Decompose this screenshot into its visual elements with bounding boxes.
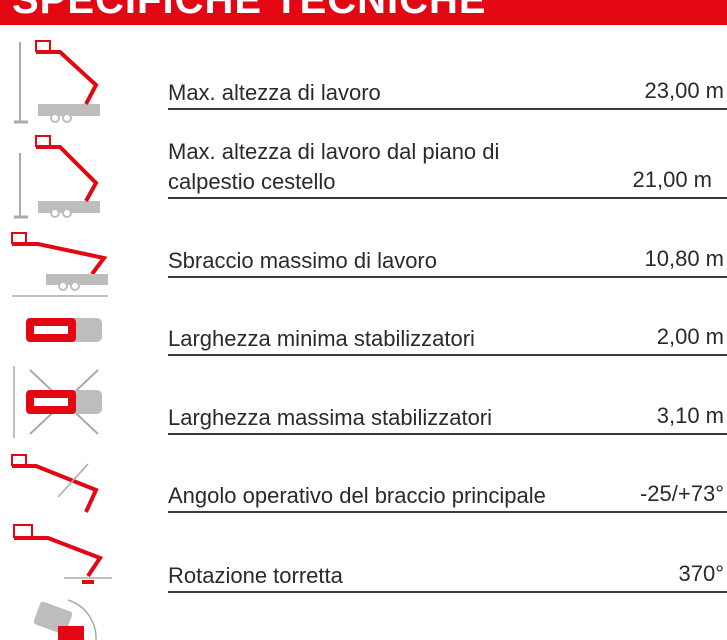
spec-value: 370° <box>678 561 724 586</box>
rotation-icon <box>33 599 97 640</box>
spec-value: 23,00 m <box>644 78 725 103</box>
spec-label: Max. altezza di lavoro <box>168 80 381 105</box>
spec-row-max-outrigger-width: Larghezza massima stabilizzatori 3,10 m <box>168 403 727 435</box>
spec-label: Rotazione torretta <box>168 563 343 588</box>
spec-row-turret-rotation: Rotazione torretta 370° <box>168 561 727 593</box>
spec-label: Angolo operativo del braccio principale <box>168 483 546 508</box>
min-outrigger-icon <box>26 318 102 342</box>
spec-value: 3,10 m <box>656 403 724 428</box>
spec-row-max-outreach: Sbraccio massimo di lavoro 10,80 m <box>168 246 727 278</box>
height-lift-icon <box>14 40 100 124</box>
max-outrigger-icon <box>13 366 102 438</box>
section-header: SPECIFICHE TECNICHE <box>0 0 727 25</box>
outreach-icon <box>11 232 108 297</box>
boom-angle-icon <box>11 454 99 513</box>
spec-row-platform-height: Max. altezza di lavoro dal piano di calpe… <box>168 137 727 199</box>
spec-row-min-outrigger-width: Larghezza minima stabilizzatori 2,00 m <box>168 324 727 356</box>
spec-value: 21,00 m <box>632 167 713 192</box>
platform-height-icon <box>14 135 100 219</box>
spec-label-line2: calpestio cestello <box>168 169 336 194</box>
spec-value: 10,80 m <box>644 246 725 271</box>
spec-label: Larghezza massima stabilizzatori <box>168 405 493 430</box>
spec-label-line1: Max. altezza di lavoro dal piano di <box>168 139 500 164</box>
spec-row-max-working-height: Max. altezza di lavoro 23,00 m <box>168 78 727 110</box>
spec-value: 2,00 m <box>656 324 724 349</box>
spec-label: Sbraccio massimo di lavoro <box>168 248 437 273</box>
spec-row-boom-angle: Angolo operativo del braccio principale -… <box>168 481 727 513</box>
spec-label: Larghezza minima stabilizzatori <box>168 326 475 351</box>
section-title: SPECIFICHE TECNICHE <box>12 0 487 22</box>
turret-rotation-icon <box>13 524 112 584</box>
spec-value: -25/+73° <box>639 481 724 506</box>
